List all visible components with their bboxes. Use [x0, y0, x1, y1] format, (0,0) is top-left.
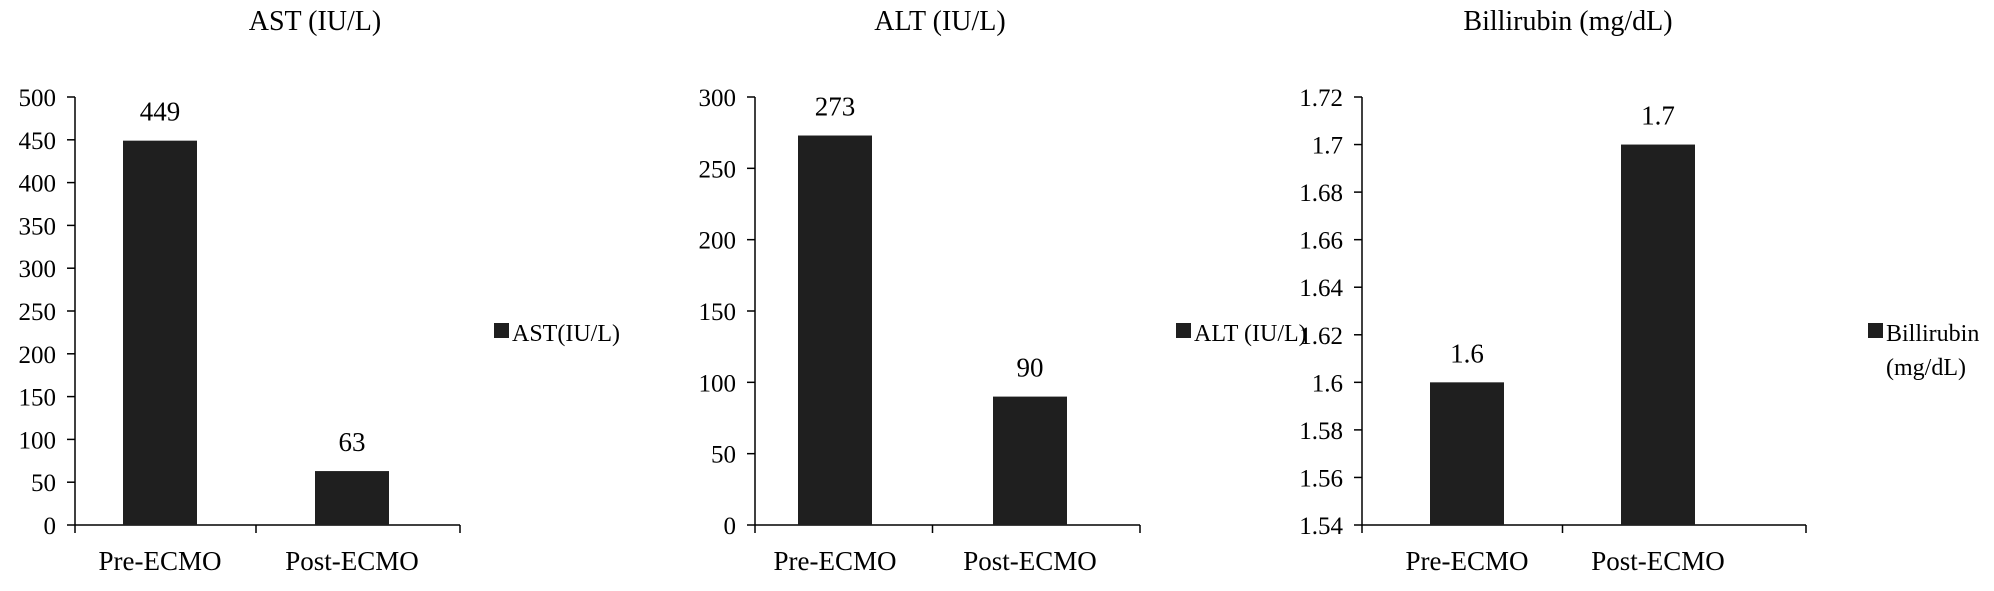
bar [123, 140, 197, 525]
y-tick-label: 100 [19, 427, 57, 454]
y-tick-label: 1.6 [1312, 370, 1343, 397]
y-tick-label: 1.68 [1299, 180, 1343, 207]
y-tick-label: 0 [724, 513, 737, 540]
legend-label: Billirubin [1886, 321, 1979, 347]
x-category-label: Post-ECMO [1591, 546, 1725, 576]
y-tick-label: 1.62 [1299, 323, 1343, 350]
bar [798, 135, 872, 525]
y-tick-label: 1.56 [1299, 465, 1343, 492]
x-category-label: Post-ECMO [963, 546, 1097, 576]
x-category-label: Post-ECMO [285, 546, 419, 576]
y-tick-label: 450 [19, 128, 57, 155]
y-tick-label: 150 [699, 299, 737, 326]
data-label: 1.6 [1450, 338, 1484, 368]
y-tick-label: 200 [19, 342, 57, 369]
y-tick-label: 1.64 [1299, 275, 1343, 302]
bar [315, 471, 389, 525]
data-label: 90 [1017, 353, 1044, 383]
legend-swatch [494, 323, 509, 338]
x-category-label: Pre-ECMO [1406, 546, 1529, 576]
data-label: 273 [815, 92, 856, 122]
y-tick-label: 1.54 [1299, 513, 1343, 540]
y-tick-label: 50 [711, 442, 736, 469]
y-tick-label: 1.58 [1299, 418, 1343, 445]
legend-swatch [1868, 323, 1883, 338]
y-tick-label: 500 [19, 85, 57, 112]
y-tick-label: 250 [19, 299, 57, 326]
data-label: 449 [140, 97, 181, 127]
chart-title: Billirubin (mg/dL) [1463, 6, 1672, 37]
bar [993, 396, 1067, 525]
bar [1430, 382, 1504, 525]
legend-label: AST(IU/L) [512, 321, 620, 347]
x-category-label: Pre-ECMO [99, 546, 222, 576]
chart-title: AST (IU/L) [249, 6, 381, 37]
y-tick-label: 100 [699, 370, 737, 397]
data-label: 1.7 [1641, 101, 1675, 131]
y-tick-label: 50 [31, 470, 56, 497]
y-tick-label: 350 [19, 213, 57, 240]
y-tick-label: 400 [19, 171, 57, 198]
y-tick-label: 1.66 [1299, 228, 1343, 255]
legend-swatch [1176, 323, 1191, 338]
x-category-label: Pre-ECMO [774, 546, 897, 576]
y-tick-label: 250 [699, 156, 737, 183]
y-tick-label: 1.72 [1299, 85, 1343, 112]
chart-title: ALT (IU/L) [874, 6, 1005, 37]
y-tick-label: 200 [699, 228, 737, 255]
y-tick-label: 150 [19, 385, 57, 412]
bar [1621, 144, 1695, 526]
data-label: 63 [339, 427, 366, 457]
legend-label: (mg/dL) [1886, 355, 1966, 381]
legend-label: ALT (IU/L) [1194, 321, 1307, 347]
y-tick-label: 1.7 [1312, 133, 1343, 160]
y-tick-label: 300 [699, 85, 737, 112]
y-tick-label: 0 [44, 513, 57, 540]
y-tick-label: 300 [19, 256, 57, 283]
